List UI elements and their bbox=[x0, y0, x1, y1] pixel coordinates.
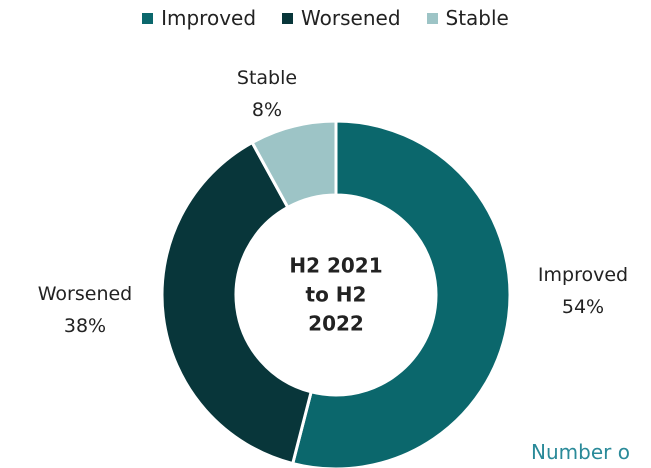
data-label-name: Stable bbox=[236, 67, 298, 89]
slice bbox=[290, 119, 512, 468]
legend-item: Improved bbox=[142, 6, 256, 30]
data-label: Worsened 38% bbox=[38, 278, 133, 342]
data-label: Improved 54% bbox=[538, 259, 628, 323]
data-label-name: Improved bbox=[537, 264, 629, 286]
data-label-value: 8% bbox=[251, 99, 283, 121]
data-label-value: 38% bbox=[63, 315, 107, 337]
legend-label: Worsened bbox=[301, 6, 401, 30]
annotation: Number o bbox=[531, 440, 630, 464]
legend-label: Improved bbox=[161, 6, 257, 30]
legend: Improved Worsened Stable bbox=[0, 6, 651, 30]
data-label: Stable 8% bbox=[237, 62, 297, 126]
legend-swatch bbox=[142, 12, 154, 24]
slice bbox=[160, 140, 313, 466]
data-label-name: Worsened bbox=[37, 283, 133, 305]
legend-label: Stable bbox=[445, 6, 509, 30]
center-label: H2 2021 to H2 2022 bbox=[289, 253, 383, 336]
slice bbox=[250, 119, 338, 210]
legend-item: Worsened bbox=[282, 6, 401, 30]
legend-swatch bbox=[426, 12, 438, 24]
legend-item: Stable bbox=[426, 6, 509, 30]
data-label-value: 54% bbox=[561, 296, 605, 318]
legend-swatch bbox=[282, 12, 294, 24]
